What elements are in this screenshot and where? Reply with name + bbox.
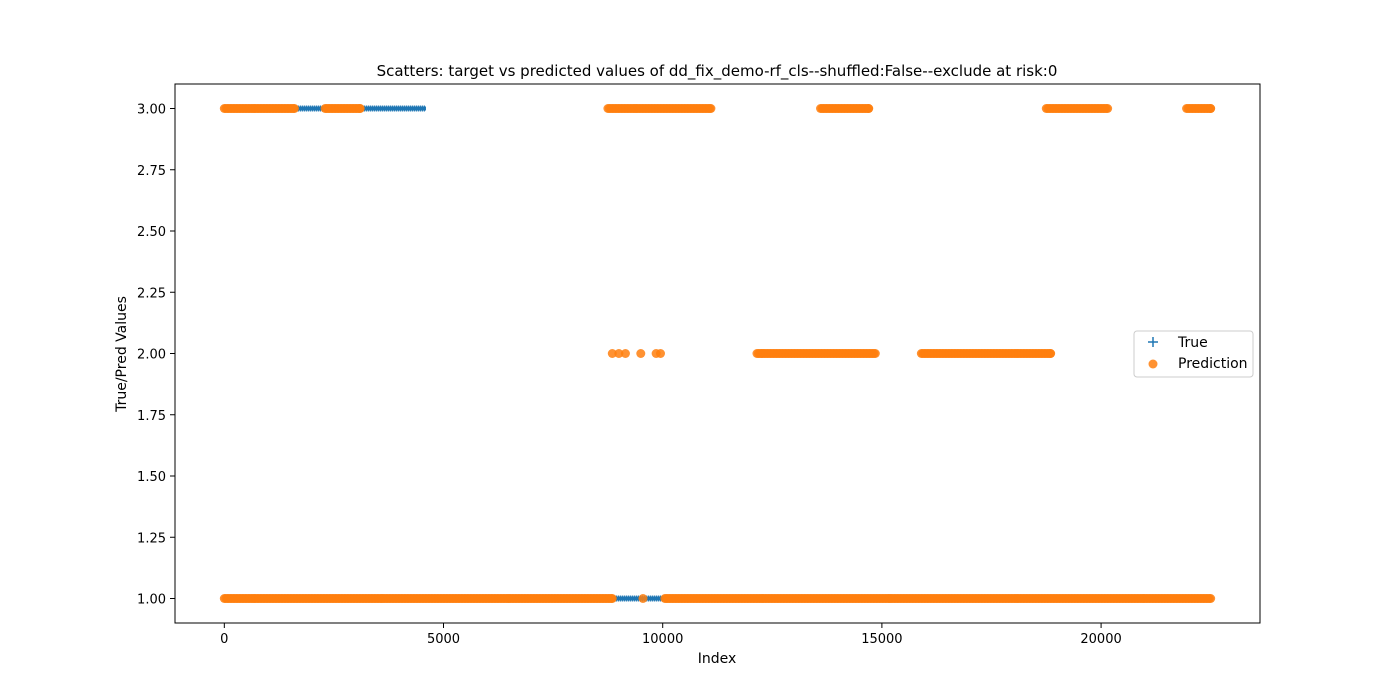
chart-title: Scatters: target vs predicted values of … xyxy=(377,62,1058,81)
x-axis-label: Index xyxy=(698,651,737,667)
prediction-marker xyxy=(289,104,299,113)
prediction-marker xyxy=(620,349,630,358)
y-tick-label: 2.50 xyxy=(137,225,166,240)
prediction-marker xyxy=(607,594,617,603)
prediction-marker xyxy=(864,104,874,113)
prediction-marker xyxy=(656,349,666,358)
x-tick-label: 20000 xyxy=(1080,632,1121,647)
legend-box xyxy=(1133,330,1254,378)
prediction-marker xyxy=(1206,104,1216,113)
x-tick-label: 10000 xyxy=(642,632,683,647)
prediction-marker xyxy=(638,594,648,603)
prediction-marker xyxy=(355,104,365,113)
legend-true-marker xyxy=(1148,337,1158,347)
prediction-marker xyxy=(607,349,617,358)
prediction-marker xyxy=(1206,594,1216,603)
y-tick-label: 2.00 xyxy=(137,348,166,363)
legend-true-label: True xyxy=(1177,335,1208,351)
legend: True Prediction xyxy=(1133,330,1254,378)
y-tick-label: 1.75 xyxy=(137,409,166,424)
prediction-marker xyxy=(870,349,880,358)
x-tick-label: 5000 xyxy=(427,632,460,647)
y-axis-ticks: 1.00 1.25 1.50 1.75 2.00 2.25 2.50 2.75 3.00 xyxy=(137,103,175,608)
x-axis-ticks: 0 5000 10000 15000 20000 xyxy=(220,623,1122,647)
prediction-marker xyxy=(1103,104,1113,113)
y-tick-label: 1.25 xyxy=(137,531,166,546)
plot-area-marks xyxy=(219,104,1216,603)
legend-prediction-label: Prediction xyxy=(1178,356,1248,372)
series-prediction xyxy=(219,104,1216,603)
prediction-marker xyxy=(706,104,716,113)
y-axis-label: True/Pred Values xyxy=(114,296,130,413)
prediction-marker xyxy=(614,349,624,358)
x-tick-label: 15000 xyxy=(861,632,902,647)
y-tick-label: 3.00 xyxy=(137,103,166,118)
y-tick-label: 1.00 xyxy=(137,593,166,608)
x-tick-label: 0 xyxy=(220,632,228,647)
y-tick-label: 1.50 xyxy=(137,470,166,485)
prediction-marker xyxy=(636,349,646,358)
y-tick-label: 2.25 xyxy=(137,286,166,301)
legend-prediction-marker xyxy=(1148,359,1158,369)
prediction-marker xyxy=(1046,349,1056,358)
y-tick-label: 2.75 xyxy=(137,164,166,179)
